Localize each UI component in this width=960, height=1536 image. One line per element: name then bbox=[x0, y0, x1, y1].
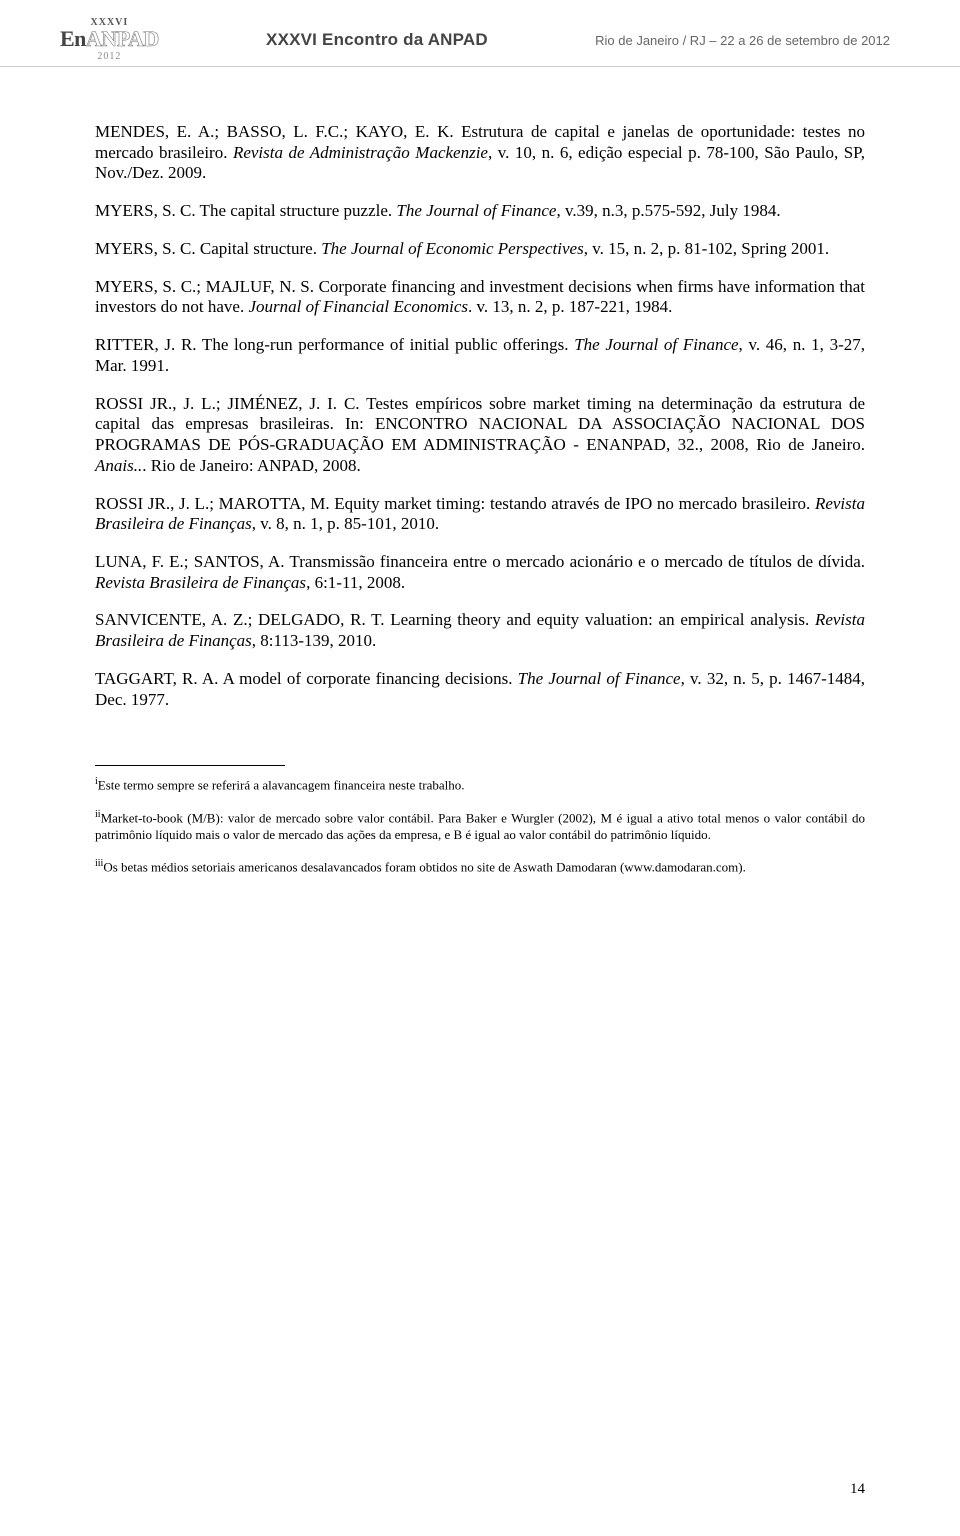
header-meta: Rio de Janeiro / RJ – 22 a 26 de setembr… bbox=[595, 33, 890, 48]
reference-item: MYERS, S. C.; MAJLUF, N. S. Corporate fi… bbox=[95, 277, 865, 318]
footnote-item: iiMarket-to-book (M/B): valor de mercado… bbox=[95, 809, 865, 843]
page-number: 14 bbox=[850, 1481, 865, 1498]
anpad-logo: XXXVI EnANPAD 2012 bbox=[60, 18, 159, 62]
logo-year: 2012 bbox=[97, 52, 121, 62]
footnote-item: iiiOs betas médios setoriais americanos … bbox=[95, 858, 865, 876]
references-body: MENDES, E. A.; BASSO, L. F.C.; KAYO, E. … bbox=[0, 67, 960, 930]
damodaran-link[interactable]: www.damodaran.com bbox=[624, 859, 738, 874]
reference-item: MYERS, S. C. Capital structure. The Jour… bbox=[95, 239, 865, 260]
logo-text: EnANPAD bbox=[60, 28, 159, 50]
reference-item: RITTER, J. R. The long-run performance o… bbox=[95, 335, 865, 376]
reference-item: MYERS, S. C. The capital structure puzzl… bbox=[95, 201, 865, 222]
page-header: XXXVI EnANPAD 2012 XXXVI Encontro da ANP… bbox=[0, 0, 960, 67]
footnote-item: iEste termo sempre se referirá a alavanc… bbox=[95, 776, 865, 794]
reference-item: MENDES, E. A.; BASSO, L. F.C.; KAYO, E. … bbox=[95, 122, 865, 184]
header-title: XXXVI Encontro da ANPAD bbox=[266, 30, 488, 50]
reference-item: ROSSI JR., J. L.; MAROTTA, M. Equity mar… bbox=[95, 494, 865, 535]
reference-item: TAGGART, R. A. A model of corporate fina… bbox=[95, 669, 865, 710]
reference-item: LUNA, F. E.; SANTOS, A. Transmissão fina… bbox=[95, 552, 865, 593]
reference-item: SANVICENTE, A. Z.; DELGADO, R. T. Learni… bbox=[95, 610, 865, 651]
footnote-separator bbox=[95, 765, 285, 766]
reference-item: ROSSI JR., J. L.; JIMÉNEZ, J. I. C. Test… bbox=[95, 394, 865, 477]
